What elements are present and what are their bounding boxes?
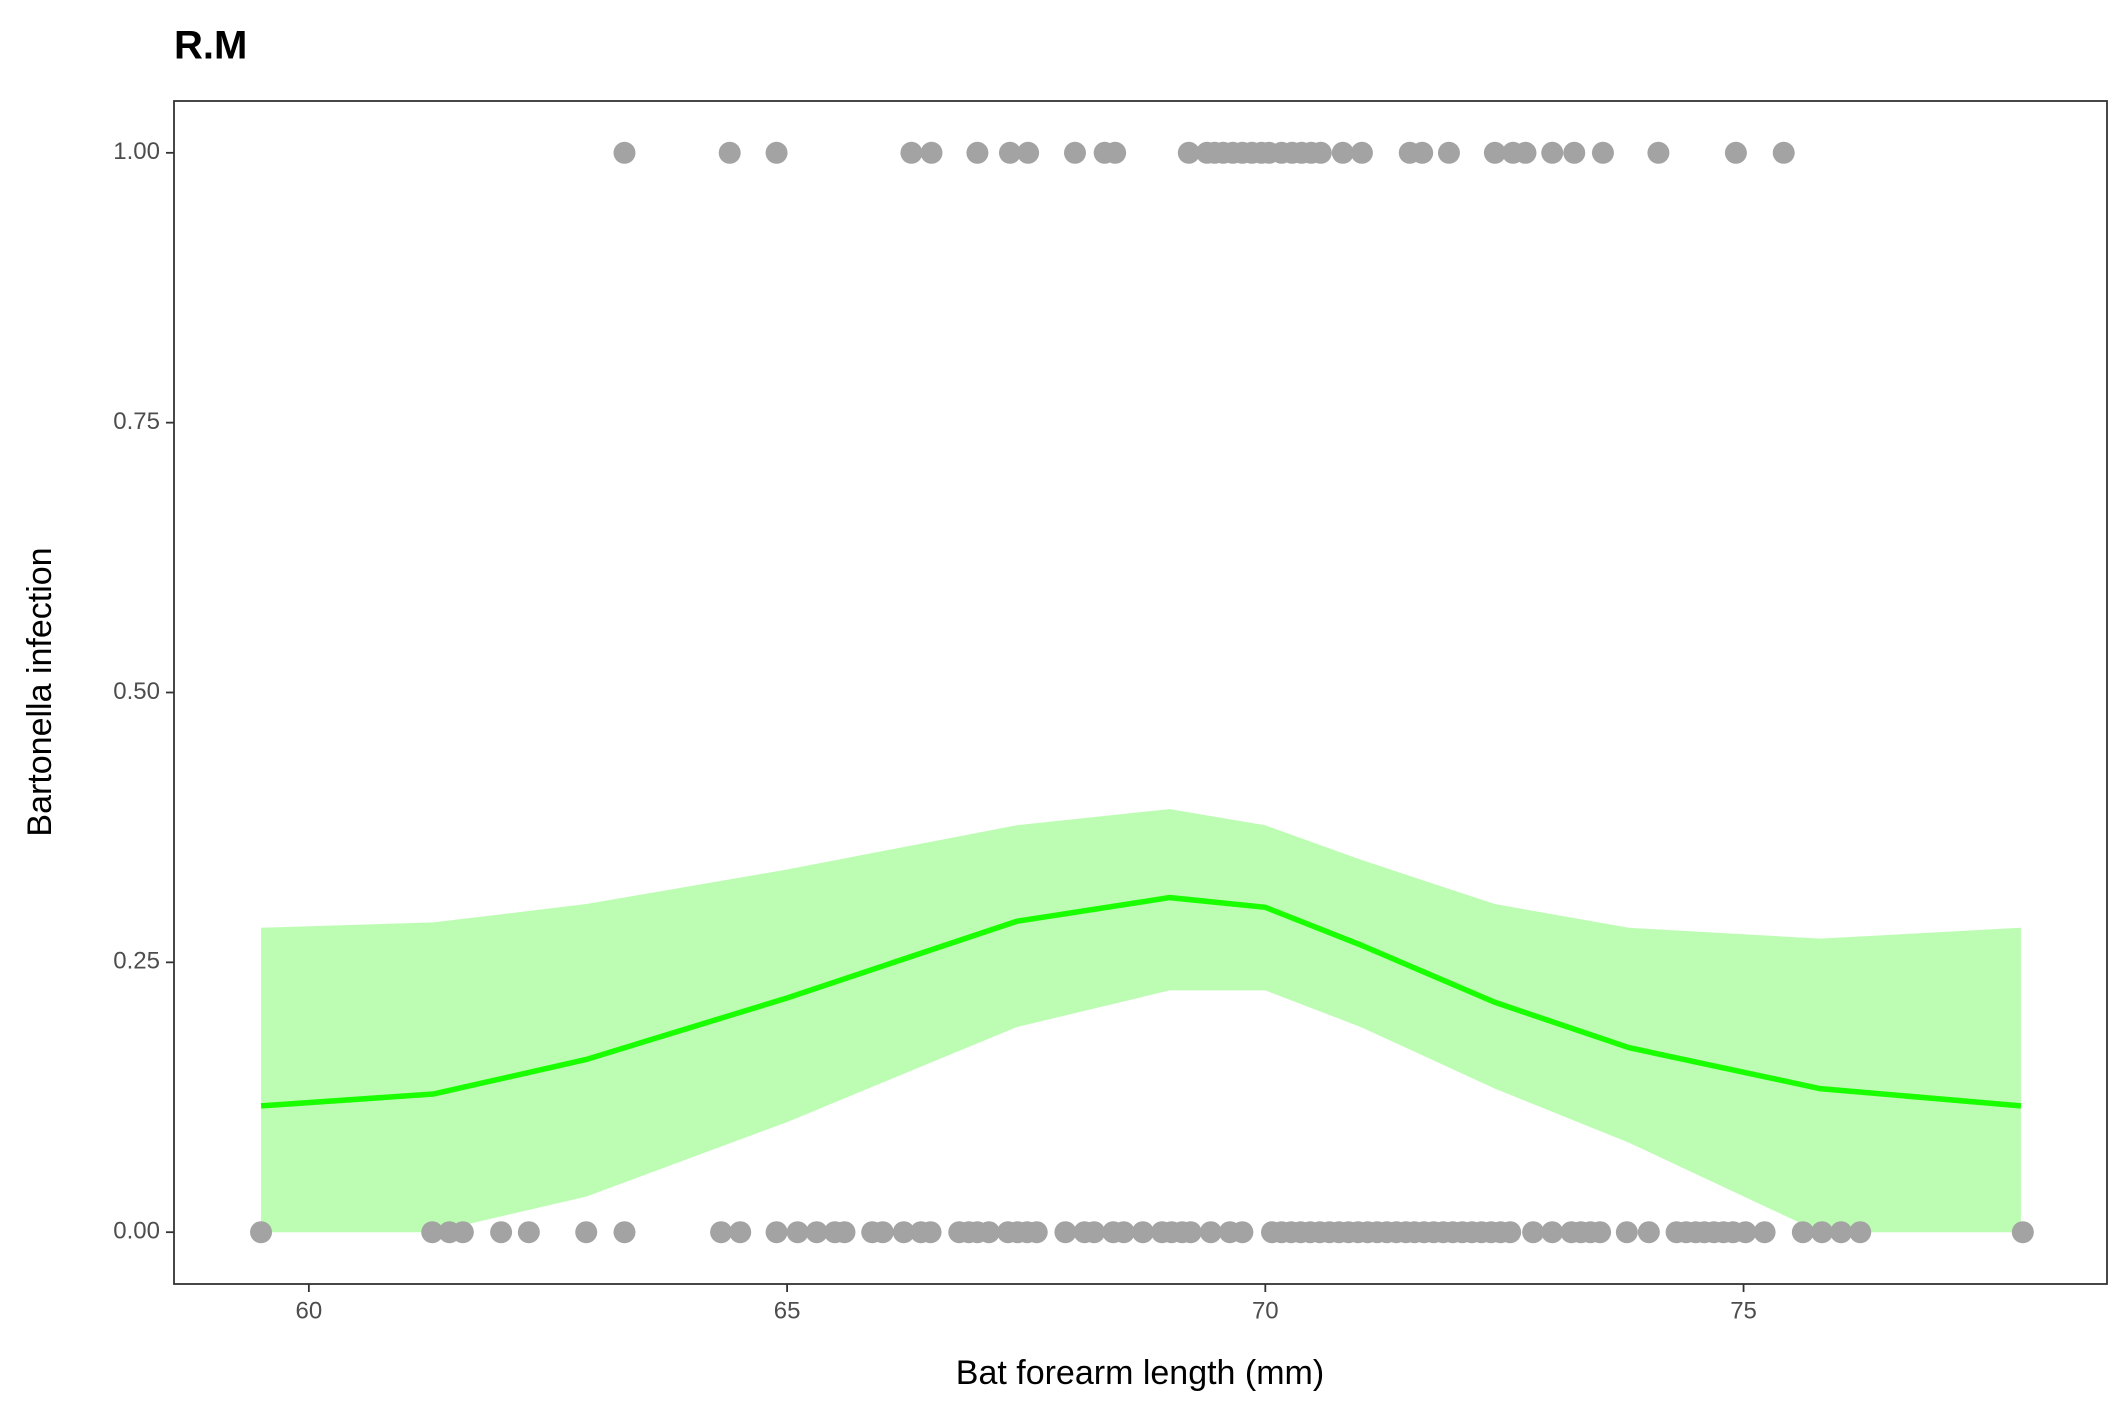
- point: [1231, 1221, 1254, 1244]
- point: [871, 1221, 894, 1244]
- point: [729, 1221, 752, 1244]
- point: [765, 141, 788, 164]
- point: [1063, 141, 1086, 164]
- point: [1591, 141, 1614, 164]
- point: [1112, 1221, 1135, 1244]
- point: [1791, 1221, 1814, 1244]
- point: [517, 1221, 540, 1244]
- point: [900, 141, 923, 164]
- point: [1589, 1221, 1612, 1244]
- point: [250, 1221, 273, 1244]
- point: [710, 1221, 733, 1244]
- point: [1199, 1221, 1222, 1244]
- point: [1810, 1221, 1833, 1244]
- point: [575, 1221, 598, 1244]
- point: [1647, 141, 1670, 164]
- point: [613, 141, 636, 164]
- point: [1563, 141, 1586, 164]
- y-tick-label: 0.00: [113, 1218, 160, 1245]
- point: [1499, 1221, 1522, 1244]
- point: [1849, 1221, 1872, 1244]
- y-axis-title: Bartonella infection: [21, 547, 59, 836]
- y-tick-label: 0.75: [113, 408, 160, 435]
- point: [919, 1221, 942, 1244]
- point: [1017, 141, 1040, 164]
- point: [1734, 1221, 1757, 1244]
- point: [1309, 141, 1332, 164]
- point: [1724, 141, 1747, 164]
- point: [1772, 141, 1795, 164]
- point: [998, 141, 1021, 164]
- point: [1331, 141, 1354, 164]
- point: [1025, 1221, 1048, 1244]
- point: [1437, 141, 1460, 164]
- point: [966, 141, 989, 164]
- point: [1483, 141, 1506, 164]
- x-tick-label: 75: [1730, 1297, 1757, 1324]
- point: [892, 1221, 915, 1244]
- x-axis-title: Bat forearm length (mm): [956, 1354, 1324, 1392]
- x-tick-label: 60: [296, 1297, 323, 1324]
- point: [1541, 1221, 1564, 1244]
- point: [1411, 141, 1434, 164]
- point: [1637, 1221, 1660, 1244]
- point: [920, 141, 943, 164]
- point: [1177, 141, 1200, 164]
- point: [1350, 141, 1373, 164]
- point: [1083, 1221, 1106, 1244]
- point: [613, 1221, 636, 1244]
- point: [1104, 141, 1127, 164]
- x-tick-label: 65: [774, 1297, 801, 1324]
- smooth-line: [260, 894, 2022, 1109]
- point: [2011, 1221, 2034, 1244]
- point: [451, 1221, 474, 1244]
- point: [1615, 1221, 1638, 1244]
- point: [1830, 1221, 1853, 1244]
- chart-title: R.M: [174, 24, 247, 68]
- point: [1514, 141, 1537, 164]
- point: [1522, 1221, 1545, 1244]
- x-tick-label: 70: [1252, 1297, 1279, 1324]
- point: [1054, 1221, 1077, 1244]
- y-tick-label: 1.00: [113, 138, 160, 165]
- confidence-band: [261, 809, 2021, 1233]
- point: [977, 1221, 1000, 1244]
- point: [1753, 1221, 1776, 1244]
- point: [421, 1221, 444, 1244]
- y-tick-label: 0.25: [113, 948, 160, 975]
- point: [490, 1221, 513, 1244]
- point: [786, 1221, 809, 1244]
- point: [805, 1221, 828, 1244]
- point: [718, 141, 741, 164]
- point: [833, 1221, 856, 1244]
- point: [1541, 141, 1564, 164]
- point: [1131, 1221, 1154, 1244]
- point: [765, 1221, 788, 1244]
- point: [1179, 1221, 1202, 1244]
- y-tick-label: 0.50: [113, 678, 160, 705]
